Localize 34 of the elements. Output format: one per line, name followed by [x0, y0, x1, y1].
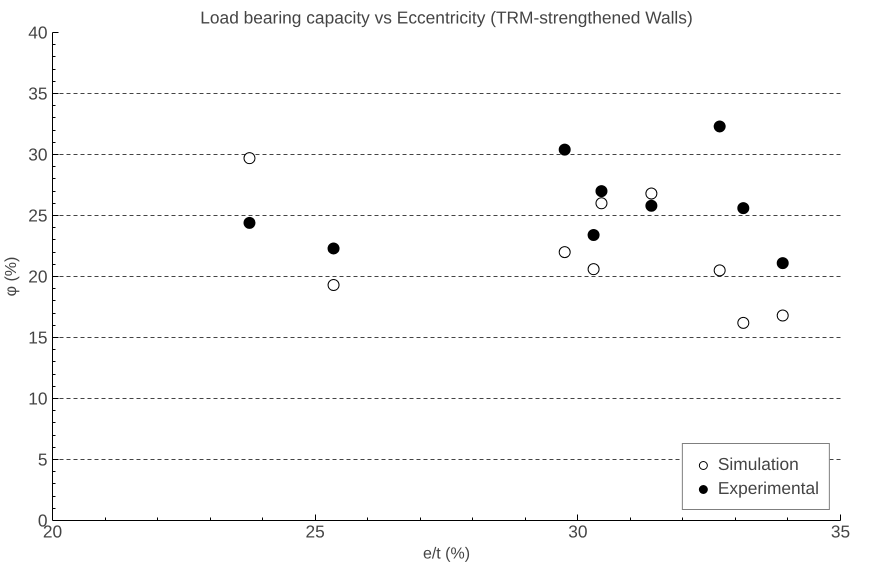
chart-title: Load bearing capacity vs Eccentricity (TRM-strengthened Walls) — [200, 8, 693, 28]
point — [244, 216, 256, 229]
point — [558, 144, 571, 156]
point — [645, 200, 658, 212]
y-tick-label: 10 — [28, 388, 48, 408]
point — [714, 120, 726, 132]
y-tick-label: 5 — [38, 450, 48, 470]
point — [558, 246, 571, 258]
point — [737, 316, 750, 329]
point — [776, 257, 789, 270]
y-tick-label: 40 — [28, 22, 48, 42]
x-tick-label: 25 — [306, 522, 325, 542]
y-tick-label: 30 — [28, 144, 48, 164]
y-tick-label: 25 — [28, 206, 48, 226]
point — [328, 242, 340, 254]
point — [645, 188, 658, 200]
x-axis-title: e/t (%) — [422, 546, 470, 562]
y-tick-label: 35 — [28, 84, 48, 104]
point — [595, 197, 608, 210]
point — [244, 152, 256, 164]
point — [776, 310, 789, 322]
legend-label: Simulation — [718, 454, 799, 475]
y-tick-label: 15 — [28, 328, 48, 348]
point — [588, 229, 600, 242]
y-axis-title: φ (%) — [3, 256, 20, 296]
x-tick-label: 30 — [568, 522, 588, 542]
point — [328, 279, 340, 292]
point — [588, 263, 600, 276]
y-tick-label: 20 — [28, 266, 48, 286]
point — [595, 185, 608, 198]
point — [714, 264, 726, 276]
legend-label: Experimental — [718, 478, 819, 499]
x-tick-label: 35 — [830, 522, 850, 542]
point — [737, 202, 750, 214]
